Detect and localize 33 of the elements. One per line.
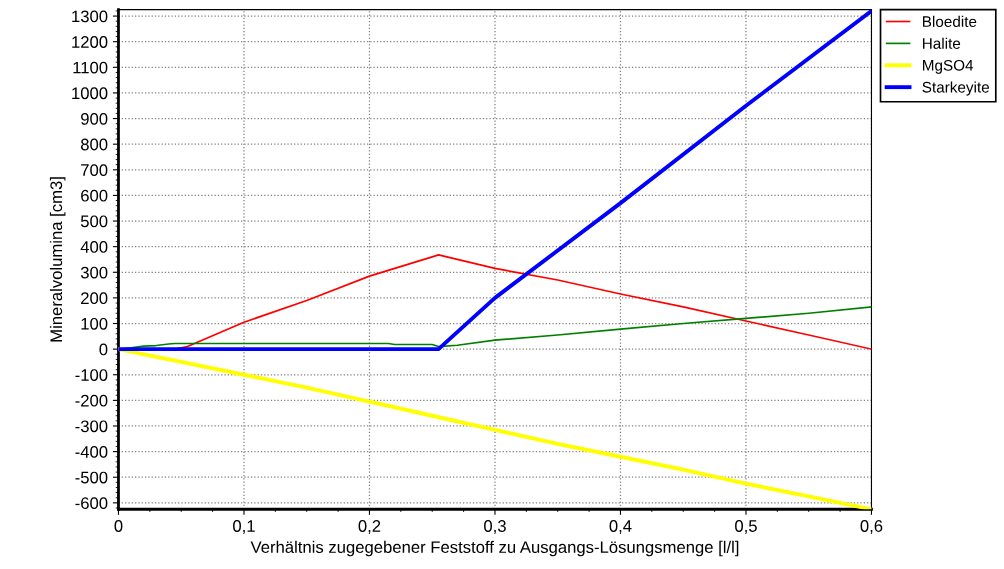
y-tick-label: -100: [75, 369, 108, 381]
legend-label: MgSO4: [923, 59, 974, 74]
x-tick-label: 0: [114, 520, 123, 532]
legend-label: Halite: [923, 37, 961, 49]
y-tick-label: 1100: [73, 61, 108, 74]
y-tick-label: 300: [80, 266, 108, 279]
y-tick-label: 100: [81, 317, 108, 330]
x-tick-label: 0,6: [860, 520, 883, 534]
y-tick-label: 900: [81, 112, 108, 125]
y-tick-label: 0: [99, 343, 108, 356]
y-tick-label: 700: [81, 164, 108, 176]
y-axis-title: Mineralvolumina [cm3]: [49, 177, 66, 342]
x-tick-label: 0,5: [735, 520, 757, 534]
y-tick-label: 600: [81, 189, 108, 202]
x-tick-label: 0,2: [358, 520, 381, 534]
y-tick-label: 1200: [72, 36, 108, 48]
x-axis-title: Verhältnis zugegebener Feststoff zu Ausgangs-Lösungsmenge [l/l]: [250, 540, 739, 557]
y-tick-label: 1000: [72, 87, 108, 100]
y-tick-label: 400: [80, 241, 108, 253]
y-tick-label: 1300: [72, 10, 108, 23]
y-tick-label: 800: [80, 138, 108, 151]
y-tick-label: -200: [75, 394, 108, 407]
y-tick-label: -500: [75, 471, 108, 484]
x-tick-label: 0,4: [609, 520, 632, 534]
y-tick-label: -300: [75, 420, 108, 433]
legend-label: Starkeyite: [922, 81, 990, 96]
y-tick-label: -400: [75, 446, 108, 458]
y-tick-label: 500: [80, 215, 108, 228]
y-tick-label: -600: [75, 497, 108, 510]
y-tick-label: 200: [81, 292, 108, 305]
legend-label: Bloedite: [923, 15, 977, 28]
x-tick-label: 0,3: [484, 520, 506, 534]
x-tick-label: 0,1: [233, 520, 255, 534]
